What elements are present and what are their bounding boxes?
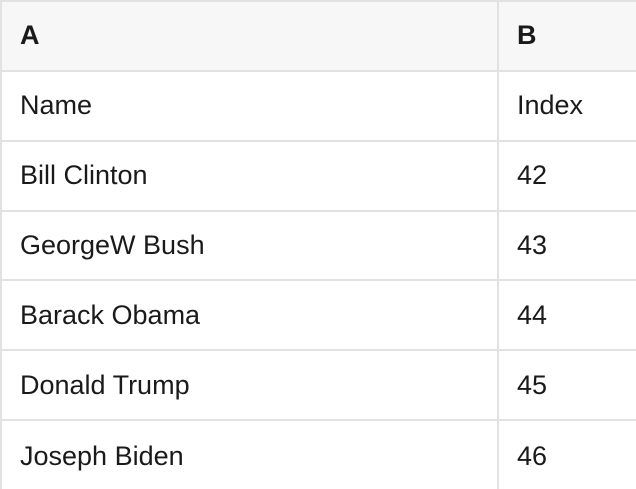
cell-a5[interactable]: Donald Trump <box>2 351 499 422</box>
cell-a6[interactable]: Joseph Biden <box>2 421 499 489</box>
column-header-row: A B <box>2 2 636 72</box>
cell-b6[interactable]: 46 <box>517 440 548 471</box>
table-row: Joseph Biden 46 <box>2 421 636 489</box>
cell-b2[interactable]: 42 <box>499 142 636 212</box>
column-header-b[interactable]: B <box>499 2 636 72</box>
table-row: Name Index <box>2 71 636 142</box>
cell-b4[interactable]: 44 <box>499 281 636 352</box>
cell-b1[interactable]: Index <box>499 72 636 142</box>
cell-a1[interactable]: Name <box>2 71 499 142</box>
cell-a2[interactable]: Bill Clinton <box>2 141 499 212</box>
table-row: Donald Trump 45 <box>2 351 636 422</box>
column-header-a[interactable]: A <box>2 2 499 72</box>
cell-b5[interactable]: 45 <box>499 351 636 422</box>
cell-a4[interactable]: Barack Obama <box>2 281 499 352</box>
table-row: Barack Obama 44 <box>2 281 636 352</box>
table-row: Bill Clinton 42 <box>2 141 636 212</box>
table-row: GeorgeW Bush 43 <box>2 211 636 282</box>
cell-a3[interactable]: GeorgeW Bush <box>2 211 499 282</box>
cell-b3[interactable]: 43 <box>499 212 636 282</box>
